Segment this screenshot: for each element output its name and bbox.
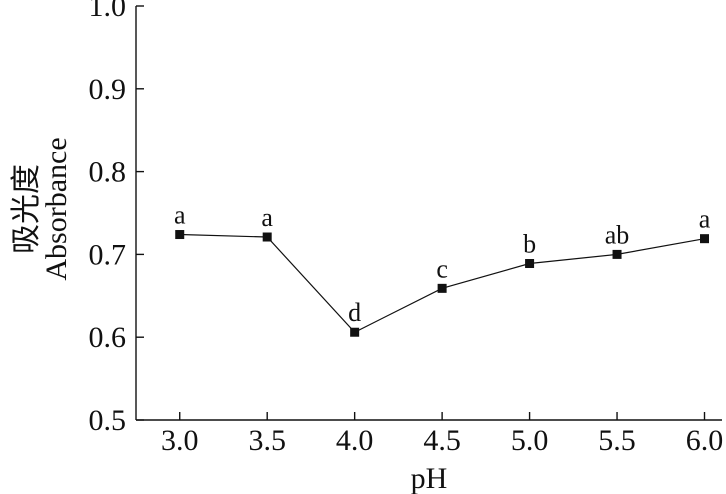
data-point-label: ab xyxy=(605,220,630,249)
y-tick-label: 0.7 xyxy=(89,238,127,271)
x-tick-label: 6.0 xyxy=(686,424,724,457)
x-tick-label: 5.0 xyxy=(511,424,549,457)
y-tick-label: 1.0 xyxy=(89,0,127,23)
data-point-marker xyxy=(700,234,710,244)
data-point-marker xyxy=(437,283,447,293)
axes xyxy=(135,6,722,421)
y-tick-label: 0.9 xyxy=(89,73,127,106)
x-tick-label: 3.0 xyxy=(161,424,199,457)
data-point-marker xyxy=(175,230,185,240)
data-point-label: c xyxy=(436,254,448,283)
y-axis-label-english: Absorbance xyxy=(40,137,73,280)
data-point-label: a xyxy=(699,205,711,234)
y-tick-label: 0.8 xyxy=(89,156,127,189)
y-axis-ticks: 0.5 0.6 0.7 0.8 0.9 1.0 xyxy=(89,0,144,437)
x-tick-label: 3.5 xyxy=(248,424,286,457)
x-axis-ticks: 3.0 3.5 4.0 4.5 5.0 5.5 6.0 xyxy=(161,412,723,457)
y-axis-label-chinese: 吸光度 xyxy=(10,164,43,254)
data-point-marker xyxy=(612,249,622,259)
data-point-marker xyxy=(262,232,272,242)
y-tick-label: 0.6 xyxy=(89,321,127,354)
y-tick-label: 0.5 xyxy=(89,404,127,437)
series-group: a a d c b ab a xyxy=(174,201,711,337)
data-point-label: b xyxy=(523,230,536,259)
x-axis-label: pH xyxy=(411,462,448,494)
x-tick-label: 4.5 xyxy=(423,424,461,457)
x-tick-label: 4.0 xyxy=(336,424,374,457)
data-point-label: d xyxy=(348,298,361,327)
data-point-marker xyxy=(350,327,360,337)
data-point-label: a xyxy=(174,201,186,230)
x-tick-label: 5.5 xyxy=(598,424,636,457)
data-point-marker xyxy=(525,259,535,269)
data-point-label: a xyxy=(261,203,273,232)
